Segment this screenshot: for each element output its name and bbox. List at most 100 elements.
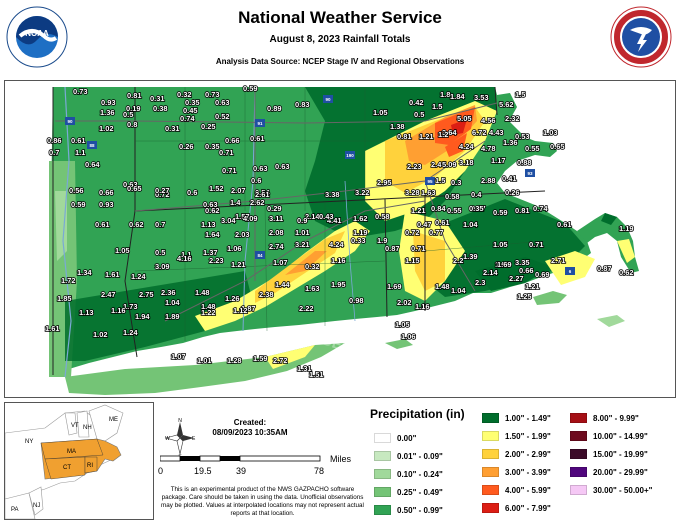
rainfall-value: 0.86	[47, 136, 62, 145]
rainfall-value: 3.22	[355, 188, 370, 197]
rainfall-value: 2.72	[273, 356, 288, 365]
legend-item: 1.50" - 1.99"	[482, 430, 551, 442]
rainfall-value: 0.63	[123, 180, 138, 189]
rainfall-value: 1.24	[123, 328, 138, 337]
rainfall-value: 0.9	[297, 216, 307, 225]
rainfall-value: 1.73	[123, 302, 138, 311]
rainfall-value: 1.8	[440, 90, 450, 99]
rainfall-value: 2.27	[509, 274, 524, 283]
nws-logo	[610, 6, 672, 68]
rainfall-value: 0.31	[150, 94, 165, 103]
rainfall-value: 1.38	[390, 122, 405, 131]
rainfall-value: 0.5	[123, 110, 133, 119]
rainfall-value: 0.31	[165, 124, 180, 133]
rainfall-value: 2.22	[299, 304, 314, 313]
rainfall-value: 2.47	[101, 290, 116, 299]
rainfall-value: 0.81	[127, 91, 142, 100]
rainfall-values: 0.73 0.590.81 0.31 0.32 0.730.931.80.19 0.380…	[44, 83, 634, 380]
locator-vt: VT	[71, 423, 79, 429]
rainfall-value: 1.44	[275, 280, 290, 289]
rainfall-value: 1.52	[209, 184, 224, 193]
rainfall-value: 1.61	[45, 324, 60, 333]
rainfall-value: 1.21	[231, 260, 246, 269]
rainfall-map[interactable]: 90 91 95 190 84 88 90 93 6 U.S. DEPARTME…	[4, 80, 676, 398]
locator-ri: RI	[87, 463, 93, 469]
rainfall-value: 2.62	[250, 198, 265, 207]
rainfall-value: 0.47	[417, 220, 432, 229]
compass-w: W	[165, 436, 170, 442]
locator-me: ME	[109, 417, 118, 423]
rainfall-value: 5.62	[499, 100, 514, 109]
rainfall-value: 0.53	[515, 132, 530, 141]
svg-text:90: 90	[67, 119, 73, 124]
rainfall-value: 0.62	[205, 206, 220, 215]
legend-swatch	[482, 431, 499, 441]
rainfall-value: 2.08	[269, 228, 284, 237]
scale-tick-2: 39	[236, 466, 247, 476]
rainfall-value: 0.98	[349, 296, 364, 305]
rainfall-value: 1.5	[432, 102, 442, 111]
legend-item: 0.00"	[374, 432, 416, 444]
rainfall-value: 1.36	[503, 138, 518, 147]
rainfall-value: 0.3	[451, 178, 461, 187]
rainfall-value: 4.24	[329, 240, 344, 249]
rainfall-value: 1.63	[421, 188, 436, 197]
rainfall-value: 0.61	[95, 220, 110, 229]
rainfall-value: 1.05	[115, 246, 130, 255]
rainfall-value: 1.51	[309, 370, 324, 379]
rainfall-value: 1.87	[241, 304, 256, 313]
legend-swatch	[570, 413, 587, 423]
rainfall-value: 0.54	[255, 188, 270, 197]
rainfall-value: 1.28	[227, 356, 242, 365]
rainfall-value: 0.61	[71, 136, 86, 145]
rainfall-value: 1.59	[253, 354, 268, 363]
rainfall-value: 1.01	[197, 356, 212, 365]
legend-title: Precipitation (in)	[370, 407, 465, 421]
rainfall-value: 4.43	[489, 128, 504, 137]
rainfall-value: 0.45	[183, 106, 198, 115]
rainfall-value: 1.13	[79, 308, 94, 317]
rainfall-value: 3.18	[459, 158, 474, 167]
legend-item: 10.00" - 14.99"	[570, 430, 648, 442]
rainfall-value: 0.62	[619, 268, 634, 277]
rainfall-value: 1.13	[201, 220, 216, 229]
rainfall-value: 0.81	[515, 206, 530, 215]
rainfall-value: 3.21	[295, 240, 310, 249]
legend-item: 4.00" - 5.99"	[482, 484, 551, 496]
locator-ma: MA	[67, 449, 76, 455]
rainfall-value: 1.84	[450, 92, 465, 101]
rainfall-value: 2.02	[397, 298, 412, 307]
rainfall-value: 0.93	[101, 98, 116, 107]
rainfall-value: 1.5	[435, 176, 445, 185]
rainfall-value: 1.64	[205, 230, 220, 239]
footer-panel: VT NH ME NY MA CT RI PA NJ N S W E Creat…	[0, 398, 680, 525]
rainfall-value: 0.6	[187, 188, 197, 197]
rainfall-value: 1.21	[525, 282, 540, 291]
rainfall-value: 0.35	[205, 142, 220, 151]
legend-label: 2.00" - 2.99"	[505, 449, 551, 459]
rainfall-value: 1.04	[165, 298, 180, 307]
legend-label: 1.50" - 1.99"	[505, 431, 551, 441]
locator-map: VT NH ME NY MA CT RI PA NJ	[4, 402, 154, 520]
legend-label: 15.00" - 19.99"	[593, 449, 648, 459]
rainfall-value: 4.78	[481, 144, 496, 153]
legend-label: 30.00" - 50.00+"	[593, 485, 653, 495]
highway-shields: 90 91 95 190 84 88 90 93 6	[65, 95, 575, 275]
rainfall-value: 1.21	[419, 132, 434, 141]
scale-tick-3: 78	[314, 466, 325, 476]
rainfall-value: 0.7	[155, 220, 165, 229]
rainfall-value: 1.69	[497, 260, 512, 269]
rainfall-value: 1.69	[387, 282, 402, 291]
legend-swatch	[374, 469, 391, 479]
rainfall-value: 2.23	[407, 162, 422, 171]
legend-swatch	[482, 413, 499, 423]
rainfall-value: 2.95	[377, 178, 392, 187]
rainfall-value: 0.33	[351, 236, 366, 245]
rainfall-value: 1.31	[297, 364, 312, 373]
rainfall-value: 0.72	[155, 190, 170, 199]
rainfall-value: 4.41	[327, 216, 342, 225]
rainfall-value: 0.74	[180, 114, 195, 123]
rainfall-value: 1.72	[61, 276, 76, 285]
locator-ny: NY	[25, 439, 33, 445]
rainfall-value: 3.38	[325, 190, 340, 199]
